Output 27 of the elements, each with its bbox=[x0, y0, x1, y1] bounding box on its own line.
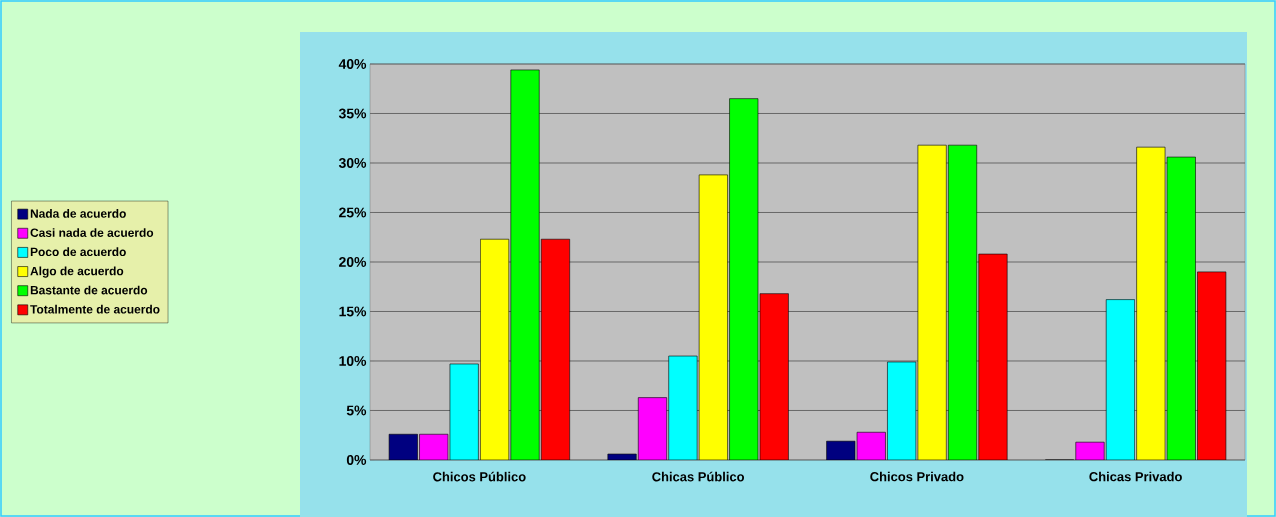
x-tick-label: Chicas Público bbox=[652, 471, 745, 482]
bar bbox=[480, 238, 510, 460]
y-tick-label: 5% bbox=[346, 405, 367, 416]
y-tick-label: 40% bbox=[338, 59, 367, 69]
y-tick-label: 15% bbox=[339, 306, 367, 317]
y-tick-label: 10% bbox=[339, 356, 367, 366]
bar bbox=[1136, 146, 1166, 460]
x-tick-label: Chicos Privado bbox=[870, 471, 964, 482]
legend-label: Nada de acuerdo bbox=[30, 209, 126, 218]
y-tick-label: 35% bbox=[338, 108, 367, 119]
legend-label: Algo de acuerdo bbox=[30, 266, 124, 278]
legend-label: Poco de acuerdo bbox=[30, 247, 126, 257]
legend-label: Totalmente de acuerdo bbox=[30, 304, 160, 314]
bar bbox=[1197, 271, 1227, 460]
y-tick-label: 0% bbox=[346, 455, 367, 465]
x-tick-label: Chicos Público bbox=[433, 471, 526, 482]
bar bbox=[698, 174, 728, 460]
bar bbox=[540, 238, 570, 460]
bar bbox=[759, 293, 789, 460]
legend-label: Casi nada de acuerdo bbox=[30, 228, 154, 237]
legend-label: Bastante de acuerdo bbox=[30, 285, 148, 295]
bar bbox=[917, 144, 947, 460]
y-tick-label: 25% bbox=[339, 207, 367, 218]
y-tick-label: 20% bbox=[339, 257, 367, 267]
y-tick-label: 30% bbox=[338, 158, 367, 168]
bar bbox=[978, 253, 1008, 460]
x-tick-label: Chicas Privado bbox=[1089, 471, 1182, 482]
